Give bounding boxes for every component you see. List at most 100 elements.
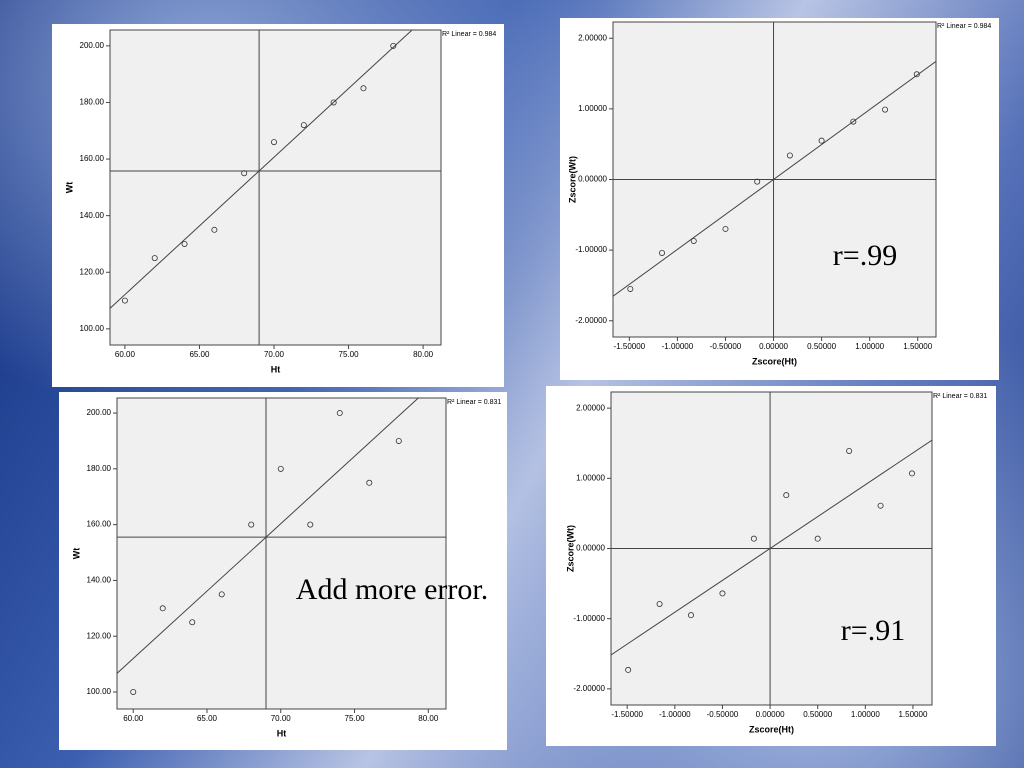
point <box>627 285 634 292</box>
r2-label: R² Linear = 0.984 <box>937 23 991 30</box>
y-tick-label: 0.00000 <box>578 175 607 184</box>
x-tick-label: 1.00000 <box>851 710 880 719</box>
y-tick-label: 200.00 <box>87 408 112 417</box>
point <box>814 535 821 542</box>
point <box>390 42 397 49</box>
plot-area <box>116 397 447 710</box>
x-axis-label: Ht <box>277 728 287 738</box>
point <box>722 225 729 232</box>
point <box>818 137 825 144</box>
point <box>395 437 402 444</box>
fit-line <box>613 60 936 297</box>
x-tick-label: -0.50000 <box>710 342 742 351</box>
x-tick-label: 65.00 <box>197 714 218 723</box>
y-tick-label: 160.00 <box>87 520 112 529</box>
r2-label: R² Linear = 0.831 <box>447 399 501 406</box>
x-tick-label: 0.00000 <box>756 710 785 719</box>
point <box>211 226 218 233</box>
y-tick-label: 180.00 <box>87 464 112 473</box>
point <box>625 666 632 673</box>
x-tick-label: -1.00000 <box>662 342 694 351</box>
point <box>786 152 793 159</box>
r2-label: R² Linear = 0.831 <box>933 393 987 400</box>
x-axis-label: Ht <box>271 364 281 374</box>
x-tick-label: -0.50000 <box>707 710 739 719</box>
plot-area <box>109 29 442 346</box>
point <box>130 688 137 695</box>
point <box>181 240 188 247</box>
x-tick-label: 0.50000 <box>803 710 832 719</box>
y-axis-label: Zscore(Wt) <box>565 525 575 572</box>
point <box>189 619 196 626</box>
y-tick-label: 2.00000 <box>576 403 605 412</box>
point <box>121 297 128 304</box>
x-tick-label: 60.00 <box>115 350 136 359</box>
point <box>360 85 367 92</box>
x-tick-label: 60.00 <box>123 714 144 723</box>
point <box>719 590 726 597</box>
y-tick-label: 140.00 <box>87 576 112 585</box>
point <box>248 521 255 528</box>
annotation: Add more error. <box>296 573 488 606</box>
fit-line <box>110 30 413 309</box>
x-axis-label: Zscore(Ht) <box>752 356 797 366</box>
x-tick-label: -1.50000 <box>614 342 646 351</box>
y-tick-label: 180.00 <box>80 98 105 107</box>
y-tick-label: 120.00 <box>87 631 112 640</box>
y-tick-label: -1.00000 <box>575 245 607 254</box>
x-tick-label: 0.50000 <box>807 342 836 351</box>
point <box>754 178 761 185</box>
point <box>277 465 284 472</box>
fit-line <box>117 398 420 674</box>
annotation: r=.99 <box>833 239 897 272</box>
x-tick-label: 1.00000 <box>855 342 884 351</box>
point <box>846 447 853 454</box>
point <box>659 249 666 256</box>
point <box>300 122 307 129</box>
point <box>336 410 343 417</box>
r2-label: R² Linear = 0.984 <box>442 31 496 38</box>
y-tick-label: 140.00 <box>80 211 105 220</box>
point <box>877 502 884 509</box>
fit-line <box>611 439 932 656</box>
y-tick-label: 160.00 <box>80 154 105 163</box>
y-tick-label: -1.00000 <box>573 614 605 623</box>
y-tick-label: 0.00000 <box>576 544 605 553</box>
y-tick-label: 100.00 <box>87 687 112 696</box>
y-tick-label: 120.00 <box>80 267 105 276</box>
y-axis-label: Zscore(Wt) <box>567 156 577 203</box>
y-tick-label: -2.00000 <box>573 684 605 693</box>
x-tick-label: 75.00 <box>339 350 360 359</box>
annotation: r=.91 <box>841 614 905 647</box>
y-axis-label: Wt <box>64 182 74 194</box>
point <box>271 139 278 146</box>
x-tick-label: 75.00 <box>345 714 366 723</box>
y-tick-label: 100.00 <box>80 324 105 333</box>
point <box>656 600 663 607</box>
y-tick-label: 2.00000 <box>578 33 607 42</box>
y-tick-label: 1.00000 <box>576 473 605 482</box>
x-tick-label: 80.00 <box>413 350 434 359</box>
point <box>783 492 790 499</box>
point <box>218 591 225 598</box>
point <box>330 99 337 106</box>
x-tick-label: -1.00000 <box>659 710 691 719</box>
x-tick-label: 1.50000 <box>903 342 932 351</box>
x-tick-label: 65.00 <box>189 350 210 359</box>
point <box>913 71 920 78</box>
x-tick-label: 70.00 <box>264 350 285 359</box>
point <box>151 255 158 262</box>
point <box>690 237 697 244</box>
point <box>241 170 248 177</box>
point <box>850 118 857 125</box>
point <box>688 612 695 619</box>
x-tick-label: 80.00 <box>418 714 439 723</box>
point <box>159 605 166 612</box>
x-tick-label: 0.00000 <box>759 342 788 351</box>
x-axis-label: Zscore(Ht) <box>749 724 794 734</box>
point <box>908 470 915 477</box>
y-tick-label: 1.00000 <box>578 104 607 113</box>
point <box>307 521 314 528</box>
